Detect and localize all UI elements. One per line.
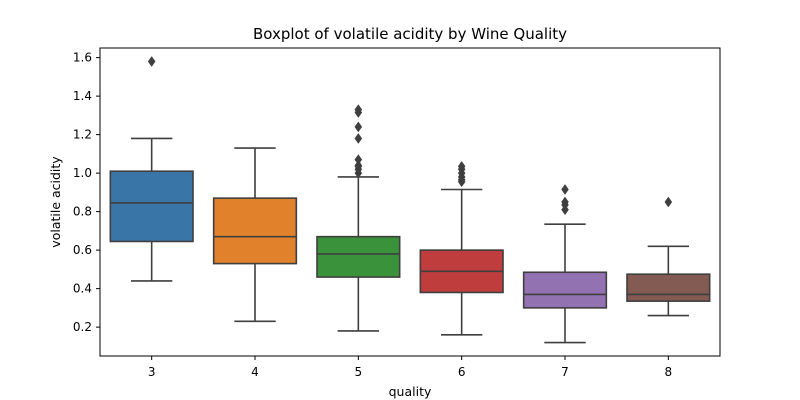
- box-group-quality-3: [109, 56, 194, 282]
- outlier-point: [664, 196, 673, 208]
- box-group-quality-4: [212, 147, 298, 323]
- outlier-point: [354, 159, 363, 171]
- y-tick-label: 0.4: [73, 282, 92, 296]
- box-group-quality-5: [316, 104, 401, 332]
- x-tick-label: 5: [355, 365, 363, 379]
- outlier-point: [561, 184, 569, 195]
- plot-frame: [99, 47, 721, 357]
- x-tick-label: 8: [665, 365, 673, 379]
- box-group-quality-7: [522, 184, 608, 344]
- y-tick-label: 0.2: [73, 320, 92, 334]
- outlier-point: [354, 133, 363, 144]
- box-iqr: [212, 197, 298, 265]
- x-tick-label: 6: [458, 365, 466, 379]
- box-iqr: [626, 273, 711, 302]
- x-tick-label: 4: [251, 365, 259, 379]
- outlier-point: [561, 196, 569, 208]
- y-tick-label: 1.4: [73, 89, 92, 103]
- y-tick-label: 1.6: [73, 51, 92, 65]
- outlier-point: [354, 104, 363, 116]
- outlier-point: [354, 121, 363, 133]
- box-iqr: [522, 271, 608, 309]
- y-axis-label: volatile acidity: [48, 156, 63, 248]
- box-iqr: [109, 170, 194, 243]
- outlier-point: [457, 160, 466, 172]
- box-group-quality-8: [626, 196, 711, 317]
- y-tick-label: 1.2: [73, 128, 92, 142]
- x-axis-label: quality: [389, 384, 432, 399]
- outlier-point: [147, 56, 156, 67]
- y-tick-label: 0.6: [73, 243, 92, 257]
- x-tick-label: 7: [561, 365, 569, 379]
- box-iqr: [316, 235, 401, 278]
- box-group-quality-6: [419, 160, 504, 336]
- x-tick-label: 3: [148, 365, 156, 379]
- plot-area: 0.2 0.4 0.6 0.8 1.0 1.2 1.4 1.6 3 4 5 6 7 8: [73, 51, 711, 379]
- y-tick-label: 0.8: [73, 205, 92, 219]
- chart-title: Boxplot of volatile acidity by Wine Qual…: [253, 25, 567, 43]
- outlier-point: [354, 154, 363, 166]
- y-tick-label: 1.0: [73, 166, 92, 180]
